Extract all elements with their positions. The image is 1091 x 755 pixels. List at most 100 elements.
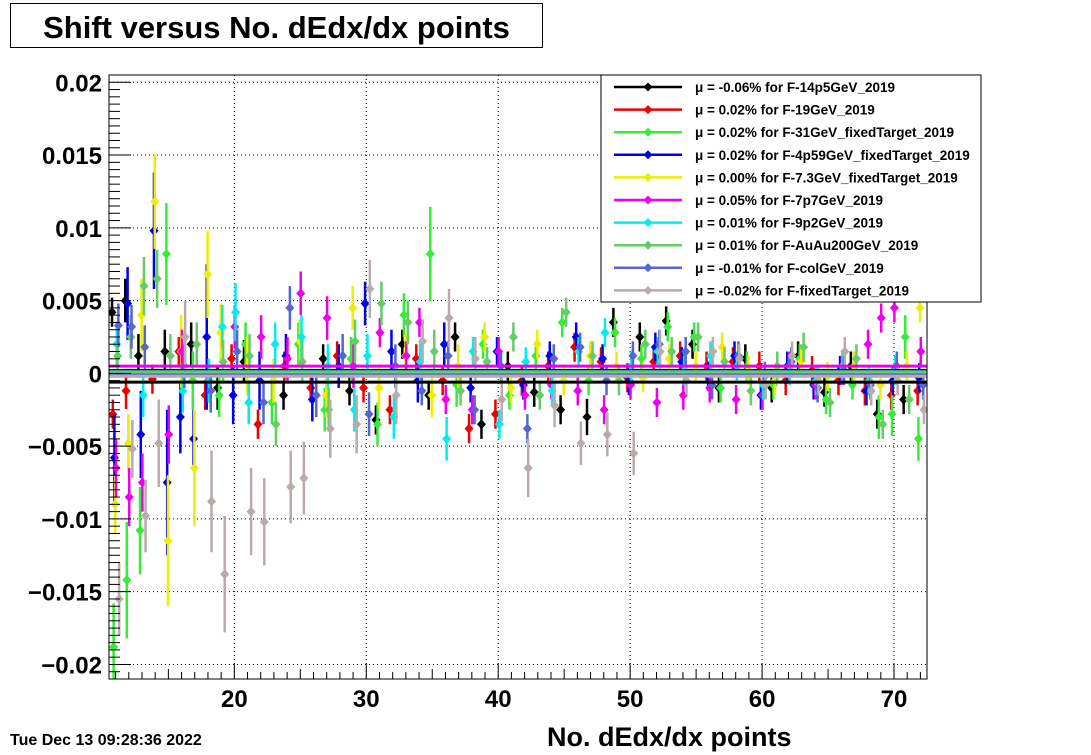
data-point bbox=[113, 350, 123, 361]
data-point bbox=[825, 397, 835, 408]
data-point bbox=[141, 510, 151, 521]
y-tick-label: 0 bbox=[89, 361, 102, 388]
legend-marker bbox=[643, 127, 653, 137]
data-point bbox=[228, 390, 238, 401]
data-point bbox=[508, 331, 518, 342]
data-point bbox=[480, 331, 490, 342]
data-point bbox=[113, 320, 123, 331]
legend-marker bbox=[643, 285, 653, 295]
data-point bbox=[350, 336, 360, 347]
data-point bbox=[708, 346, 718, 357]
data-point bbox=[476, 419, 486, 430]
legend: μ = -0.06% for F-14p5GeV_2019 μ = 0.02% f… bbox=[600, 74, 982, 303]
data-point bbox=[470, 404, 480, 415]
data-point bbox=[122, 575, 132, 586]
data-point bbox=[217, 321, 227, 332]
data-point bbox=[214, 390, 224, 401]
data-point bbox=[232, 346, 242, 357]
data-point bbox=[401, 350, 411, 361]
data-point bbox=[150, 196, 160, 207]
data-point bbox=[799, 342, 809, 353]
data-point bbox=[602, 429, 612, 440]
data-layer bbox=[109, 154, 927, 679]
plot-frame bbox=[108, 74, 928, 680]
data-point bbox=[244, 397, 254, 408]
footer-timestamp: Tue Dec 13 09:28:36 2022 bbox=[10, 732, 202, 749]
data-point bbox=[296, 331, 306, 342]
data-point bbox=[608, 317, 618, 328]
y-tick-label: 0.02 bbox=[55, 70, 102, 97]
data-point bbox=[531, 350, 541, 361]
legend-label: μ = -0.02% for F-fixedTarget_2019 bbox=[695, 283, 909, 298]
y-tick-label: −0.01 bbox=[41, 507, 102, 534]
data-point bbox=[876, 313, 886, 324]
data-point bbox=[636, 353, 646, 364]
data-point bbox=[556, 404, 566, 415]
data-point bbox=[466, 382, 476, 393]
data-point bbox=[916, 346, 926, 357]
legend-entry: μ = -0.06% for F-14p5GeV_2019 bbox=[614, 80, 895, 95]
data-point bbox=[109, 409, 118, 420]
data-point bbox=[652, 397, 662, 408]
data-point bbox=[598, 353, 608, 364]
data-point bbox=[576, 438, 586, 449]
data-point bbox=[391, 390, 401, 401]
data-point bbox=[506, 382, 516, 393]
data-point bbox=[124, 492, 134, 503]
data-point bbox=[362, 350, 372, 361]
data-point bbox=[878, 419, 888, 430]
data-point bbox=[376, 298, 386, 309]
legend-label: μ = 0.05% for F-7p7GeV_2019 bbox=[695, 193, 883, 208]
legend-entry: μ = 0.02% for F-31GeV_fixedTarget_2019 bbox=[614, 125, 954, 140]
data-point bbox=[532, 339, 542, 350]
data-point bbox=[220, 569, 230, 580]
data-point bbox=[138, 390, 148, 401]
data-point bbox=[840, 346, 850, 357]
data-point bbox=[127, 321, 137, 332]
data-point bbox=[189, 462, 199, 473]
data-point bbox=[192, 339, 202, 350]
data-point bbox=[731, 394, 741, 405]
data-point bbox=[550, 400, 560, 411]
legend-marker bbox=[643, 263, 653, 273]
data-point bbox=[557, 317, 567, 328]
data-point bbox=[175, 412, 185, 423]
x-tick-label: 60 bbox=[749, 686, 776, 713]
data-point bbox=[286, 481, 296, 492]
x-tick-label: 30 bbox=[353, 686, 380, 713]
data-point bbox=[919, 404, 927, 415]
data-point bbox=[667, 346, 677, 357]
data-point bbox=[663, 321, 673, 332]
data-point bbox=[325, 423, 335, 434]
data-point bbox=[915, 302, 925, 313]
legend-label: μ = 0.02% for F-31GeV_fixedTarget_2019 bbox=[695, 125, 954, 140]
data-point bbox=[635, 331, 645, 342]
data-point bbox=[588, 350, 598, 361]
data-point bbox=[352, 419, 362, 430]
data-point bbox=[140, 342, 150, 353]
data-point bbox=[575, 342, 585, 353]
data-point bbox=[497, 394, 507, 405]
data-point bbox=[270, 339, 280, 350]
legend-entry: μ = 0.02% for F-4p59GeV_fixedTarget_2019 bbox=[614, 148, 970, 163]
data-point bbox=[441, 394, 451, 405]
data-point bbox=[253, 419, 263, 430]
data-point bbox=[178, 385, 188, 396]
data-point bbox=[439, 339, 449, 350]
data-point bbox=[417, 385, 427, 396]
data-point bbox=[136, 429, 146, 440]
data-point bbox=[306, 382, 316, 393]
data-point bbox=[573, 385, 583, 396]
legend-entry: μ = 0.01% for F-AuAu200GeV_2019 bbox=[614, 238, 918, 253]
legend-label: μ = -0.06% for F-14p5GeV_2019 bbox=[695, 80, 895, 95]
legend-label: μ = -0.01% for F-colGeV_2019 bbox=[695, 261, 884, 276]
data-point bbox=[360, 298, 370, 309]
data-point bbox=[322, 313, 332, 324]
y-tick-label: −0.005 bbox=[28, 434, 102, 461]
data-point bbox=[470, 353, 480, 364]
data-point bbox=[364, 409, 374, 420]
legend-label: μ = 0.01% for F-9p2GeV_2019 bbox=[695, 216, 883, 231]
data-point bbox=[386, 346, 396, 357]
data-point bbox=[904, 394, 914, 405]
